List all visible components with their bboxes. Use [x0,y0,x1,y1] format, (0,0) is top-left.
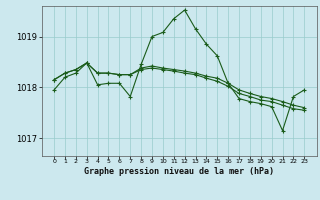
X-axis label: Graphe pression niveau de la mer (hPa): Graphe pression niveau de la mer (hPa) [84,167,274,176]
